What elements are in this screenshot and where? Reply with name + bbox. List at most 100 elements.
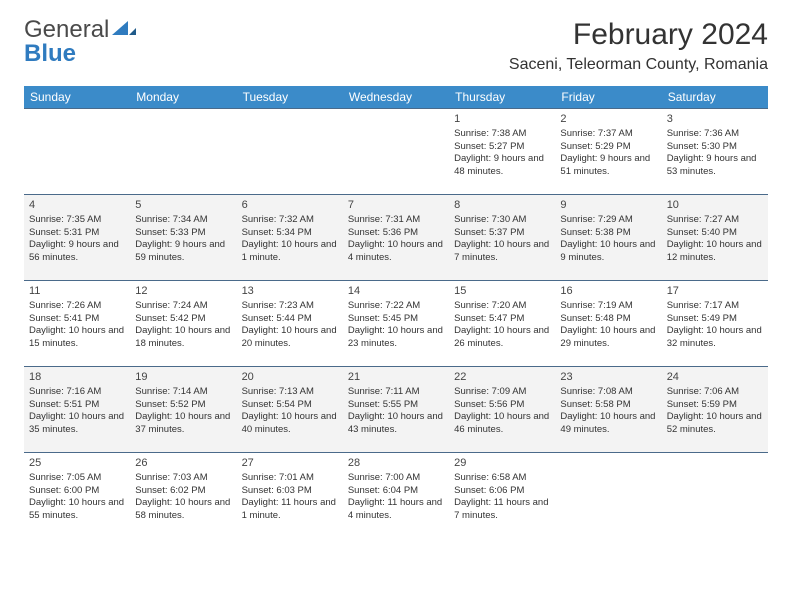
calendar-day-cell: 5Sunrise: 7:34 AMSunset: 5:33 PMDaylight… (130, 195, 236, 281)
calendar-week-row: 1Sunrise: 7:38 AMSunset: 5:27 PMDaylight… (24, 109, 768, 195)
daylight-line: Daylight: 10 hours and 18 minutes. (135, 325, 231, 351)
daylight-line: Daylight: 10 hours and 52 minutes. (667, 411, 763, 437)
daylight-line: Daylight: 10 hours and 26 minutes. (454, 325, 550, 351)
calendar-table: Sunday Monday Tuesday Wednesday Thursday… (24, 86, 768, 539)
sunset-line: Sunset: 5:45 PM (348, 313, 444, 326)
day-number: 29 (454, 456, 550, 471)
calendar-day-cell: 19Sunrise: 7:14 AMSunset: 5:52 PMDayligh… (130, 367, 236, 453)
calendar-day-cell: 2Sunrise: 7:37 AMSunset: 5:29 PMDaylight… (555, 109, 661, 195)
day-header: Saturday (662, 86, 768, 109)
sunset-line: Sunset: 5:40 PM (667, 227, 763, 240)
day-number: 15 (454, 284, 550, 299)
sunset-line: Sunset: 6:00 PM (29, 485, 125, 498)
sunrise-line: Sunrise: 7:05 AM (29, 472, 125, 485)
calendar-day-cell: 12Sunrise: 7:24 AMSunset: 5:42 PMDayligh… (130, 281, 236, 367)
sunrise-line: Sunrise: 6:58 AM (454, 472, 550, 485)
sunset-line: Sunset: 5:48 PM (560, 313, 656, 326)
day-number: 20 (242, 370, 338, 385)
daylight-line: Daylight: 9 hours and 56 minutes. (29, 239, 125, 265)
sunset-line: Sunset: 5:38 PM (560, 227, 656, 240)
daylight-line: Daylight: 10 hours and 20 minutes. (242, 325, 338, 351)
day-number: 1 (454, 112, 550, 127)
sunrise-line: Sunrise: 7:17 AM (667, 300, 763, 313)
location: Saceni, Teleorman County, Romania (509, 56, 768, 74)
sunrise-line: Sunrise: 7:32 AM (242, 214, 338, 227)
sunrise-line: Sunrise: 7:24 AM (135, 300, 231, 313)
calendar-day-cell: 17Sunrise: 7:17 AMSunset: 5:49 PMDayligh… (662, 281, 768, 367)
sunset-line: Sunset: 6:04 PM (348, 485, 444, 498)
sunrise-line: Sunrise: 7:00 AM (348, 472, 444, 485)
sunset-line: Sunset: 5:55 PM (348, 399, 444, 412)
sunrise-line: Sunrise: 7:03 AM (135, 472, 231, 485)
day-number: 7 (348, 198, 444, 213)
day-number: 24 (667, 370, 763, 385)
day-number: 2 (560, 112, 656, 127)
sunrise-line: Sunrise: 7:11 AM (348, 386, 444, 399)
calendar-day-cell: 22Sunrise: 7:09 AMSunset: 5:56 PMDayligh… (449, 367, 555, 453)
sunset-line: Sunset: 6:02 PM (135, 485, 231, 498)
daylight-line: Daylight: 10 hours and 23 minutes. (348, 325, 444, 351)
sunrise-line: Sunrise: 7:16 AM (29, 386, 125, 399)
day-number: 26 (135, 456, 231, 471)
sunrise-line: Sunrise: 7:19 AM (560, 300, 656, 313)
sunset-line: Sunset: 6:06 PM (454, 485, 550, 498)
daylight-line: Daylight: 10 hours and 9 minutes. (560, 239, 656, 265)
day-number: 16 (560, 284, 656, 299)
day-header: Sunday (24, 86, 130, 109)
day-header: Monday (130, 86, 236, 109)
calendar-day-cell: 7Sunrise: 7:31 AMSunset: 5:36 PMDaylight… (343, 195, 449, 281)
day-number: 13 (242, 284, 338, 299)
daylight-line: Daylight: 10 hours and 43 minutes. (348, 411, 444, 437)
daylight-line: Daylight: 10 hours and 7 minutes. (454, 239, 550, 265)
sunset-line: Sunset: 5:49 PM (667, 313, 763, 326)
sunrise-line: Sunrise: 7:08 AM (560, 386, 656, 399)
sunrise-line: Sunrise: 7:20 AM (454, 300, 550, 313)
daylight-line: Daylight: 11 hours and 7 minutes. (454, 497, 550, 523)
sunrise-line: Sunrise: 7:13 AM (242, 386, 338, 399)
day-number: 23 (560, 370, 656, 385)
sunset-line: Sunset: 5:34 PM (242, 227, 338, 240)
daylight-line: Daylight: 11 hours and 1 minute. (242, 497, 338, 523)
day-header: Tuesday (237, 86, 343, 109)
daylight-line: Daylight: 10 hours and 37 minutes. (135, 411, 231, 437)
sunrise-line: Sunrise: 7:14 AM (135, 386, 231, 399)
calendar-day-cell: 16Sunrise: 7:19 AMSunset: 5:48 PMDayligh… (555, 281, 661, 367)
daylight-line: Daylight: 10 hours and 32 minutes. (667, 325, 763, 351)
day-header: Friday (555, 86, 661, 109)
day-number: 9 (560, 198, 656, 213)
sunset-line: Sunset: 5:29 PM (560, 141, 656, 154)
calendar-day-cell: 18Sunrise: 7:16 AMSunset: 5:51 PMDayligh… (24, 367, 130, 453)
day-number: 27 (242, 456, 338, 471)
calendar-day-cell: 1Sunrise: 7:38 AMSunset: 5:27 PMDaylight… (449, 109, 555, 195)
sunset-line: Sunset: 5:56 PM (454, 399, 550, 412)
daylight-line: Daylight: 10 hours and 46 minutes. (454, 411, 550, 437)
calendar-week-row: 4Sunrise: 7:35 AMSunset: 5:31 PMDaylight… (24, 195, 768, 281)
day-number: 21 (348, 370, 444, 385)
sunset-line: Sunset: 5:47 PM (454, 313, 550, 326)
day-number: 17 (667, 284, 763, 299)
calendar-day-cell: 24Sunrise: 7:06 AMSunset: 5:59 PMDayligh… (662, 367, 768, 453)
calendar-day-cell: 25Sunrise: 7:05 AMSunset: 6:00 PMDayligh… (24, 453, 130, 539)
logo-text-1: General (24, 16, 109, 43)
logo-icon (112, 18, 136, 36)
calendar-day-cell (24, 109, 130, 195)
day-number: 22 (454, 370, 550, 385)
month-title: February 2024 (509, 18, 768, 52)
calendar-week-row: 18Sunrise: 7:16 AMSunset: 5:51 PMDayligh… (24, 367, 768, 453)
sunrise-line: Sunrise: 7:37 AM (560, 128, 656, 141)
calendar-day-cell: 29Sunrise: 6:58 AMSunset: 6:06 PMDayligh… (449, 453, 555, 539)
sunrise-line: Sunrise: 7:26 AM (29, 300, 125, 313)
sunset-line: Sunset: 5:30 PM (667, 141, 763, 154)
daylight-line: Daylight: 10 hours and 40 minutes. (242, 411, 338, 437)
calendar-day-cell (662, 453, 768, 539)
day-number: 12 (135, 284, 231, 299)
sunset-line: Sunset: 5:42 PM (135, 313, 231, 326)
day-number: 8 (454, 198, 550, 213)
sunset-line: Sunset: 5:31 PM (29, 227, 125, 240)
sunset-line: Sunset: 6:03 PM (242, 485, 338, 498)
daylight-line: Daylight: 9 hours and 51 minutes. (560, 153, 656, 179)
day-number: 14 (348, 284, 444, 299)
calendar-week-row: 25Sunrise: 7:05 AMSunset: 6:00 PMDayligh… (24, 453, 768, 539)
logo: General Blue (24, 18, 136, 66)
calendar-day-cell: 15Sunrise: 7:20 AMSunset: 5:47 PMDayligh… (449, 281, 555, 367)
